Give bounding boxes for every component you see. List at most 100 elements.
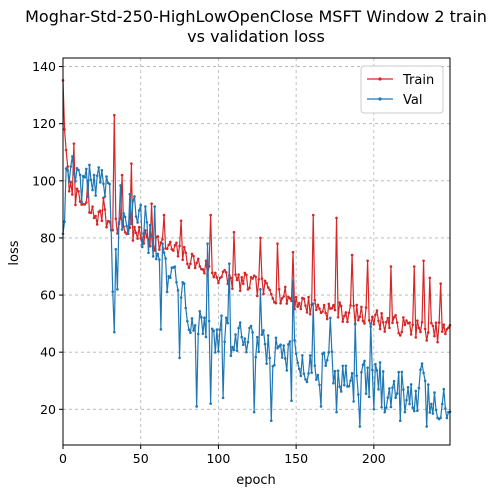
data-point	[198, 310, 201, 313]
data-point	[295, 352, 298, 355]
data-point	[184, 251, 187, 254]
data-point	[96, 223, 99, 226]
data-point	[301, 354, 304, 357]
data-point	[195, 262, 198, 265]
data-point	[335, 411, 338, 414]
data-point	[309, 354, 312, 357]
data-point	[203, 272, 206, 275]
data-point	[396, 321, 399, 324]
data-point	[331, 307, 334, 310]
data-point	[228, 262, 231, 265]
data-point	[115, 248, 118, 251]
data-point	[115, 217, 118, 220]
legend-val-marker	[378, 97, 381, 100]
data-point	[340, 390, 343, 393]
data-point	[379, 328, 382, 331]
data-point	[71, 155, 74, 158]
data-point	[91, 189, 94, 192]
data-point	[225, 271, 228, 274]
data-point	[102, 182, 105, 185]
data-point	[411, 323, 414, 326]
data-point	[435, 409, 438, 412]
data-point	[433, 335, 436, 338]
data-point	[422, 259, 425, 262]
data-point	[77, 169, 80, 172]
data-point	[160, 328, 163, 331]
data-point	[296, 361, 299, 364]
data-point	[419, 368, 422, 371]
data-point	[270, 293, 273, 296]
data-point	[195, 405, 198, 408]
data-point	[68, 190, 71, 193]
data-point	[287, 343, 290, 346]
data-point	[329, 317, 332, 320]
data-point	[73, 142, 76, 145]
data-point	[135, 232, 138, 235]
data-point	[209, 402, 212, 405]
data-point	[169, 276, 172, 279]
data-point	[74, 204, 77, 207]
data-point	[385, 321, 388, 324]
data-point	[430, 322, 433, 325]
data-point	[208, 320, 211, 323]
data-point	[293, 339, 296, 342]
data-point	[79, 174, 82, 177]
data-point	[424, 328, 427, 331]
data-point	[415, 390, 418, 393]
data-point	[282, 295, 285, 298]
data-point	[90, 179, 93, 182]
data-point	[368, 396, 371, 399]
data-point	[239, 289, 242, 292]
data-point	[178, 357, 181, 360]
data-point	[343, 384, 346, 387]
data-point	[391, 386, 394, 389]
data-point	[348, 312, 351, 315]
data-point	[447, 326, 450, 329]
data-point	[355, 374, 358, 377]
data-point	[323, 351, 326, 354]
data-point	[214, 272, 217, 275]
data-point	[433, 391, 436, 394]
data-point	[175, 281, 178, 284]
data-point	[141, 246, 144, 249]
data-point	[404, 324, 407, 327]
data-point	[113, 114, 116, 117]
data-point	[169, 241, 172, 244]
x-tick-label: 150	[284, 451, 308, 466]
data-point	[172, 249, 175, 252]
data-point	[77, 190, 80, 193]
data-point	[411, 406, 414, 409]
data-point	[121, 174, 124, 177]
data-point	[359, 425, 362, 428]
data-point	[349, 379, 352, 382]
data-point	[415, 336, 418, 339]
data-point	[300, 375, 303, 378]
data-point	[429, 411, 432, 414]
data-point	[332, 382, 335, 385]
data-point	[143, 232, 146, 235]
data-point	[261, 277, 264, 280]
data-point	[97, 166, 100, 169]
data-point	[256, 336, 259, 339]
data-point	[181, 259, 184, 262]
data-point	[133, 226, 136, 229]
data-point	[158, 248, 161, 251]
data-point	[303, 372, 306, 375]
data-point	[438, 321, 441, 324]
data-point	[253, 411, 256, 414]
chart-title-line-1: Moghar-Std-250-HighLowOpenClose MSFT Win…	[25, 7, 487, 26]
data-point	[309, 313, 312, 316]
data-point	[303, 297, 306, 300]
data-point	[116, 288, 119, 291]
data-point	[186, 262, 189, 265]
data-point	[189, 331, 192, 334]
data-point	[188, 328, 191, 331]
data-point	[366, 259, 369, 262]
data-point	[365, 392, 368, 395]
data-point	[383, 411, 386, 414]
data-point	[326, 318, 329, 321]
data-point	[129, 193, 132, 196]
data-point	[286, 369, 289, 372]
data-point	[369, 322, 372, 325]
data-point	[279, 302, 282, 305]
